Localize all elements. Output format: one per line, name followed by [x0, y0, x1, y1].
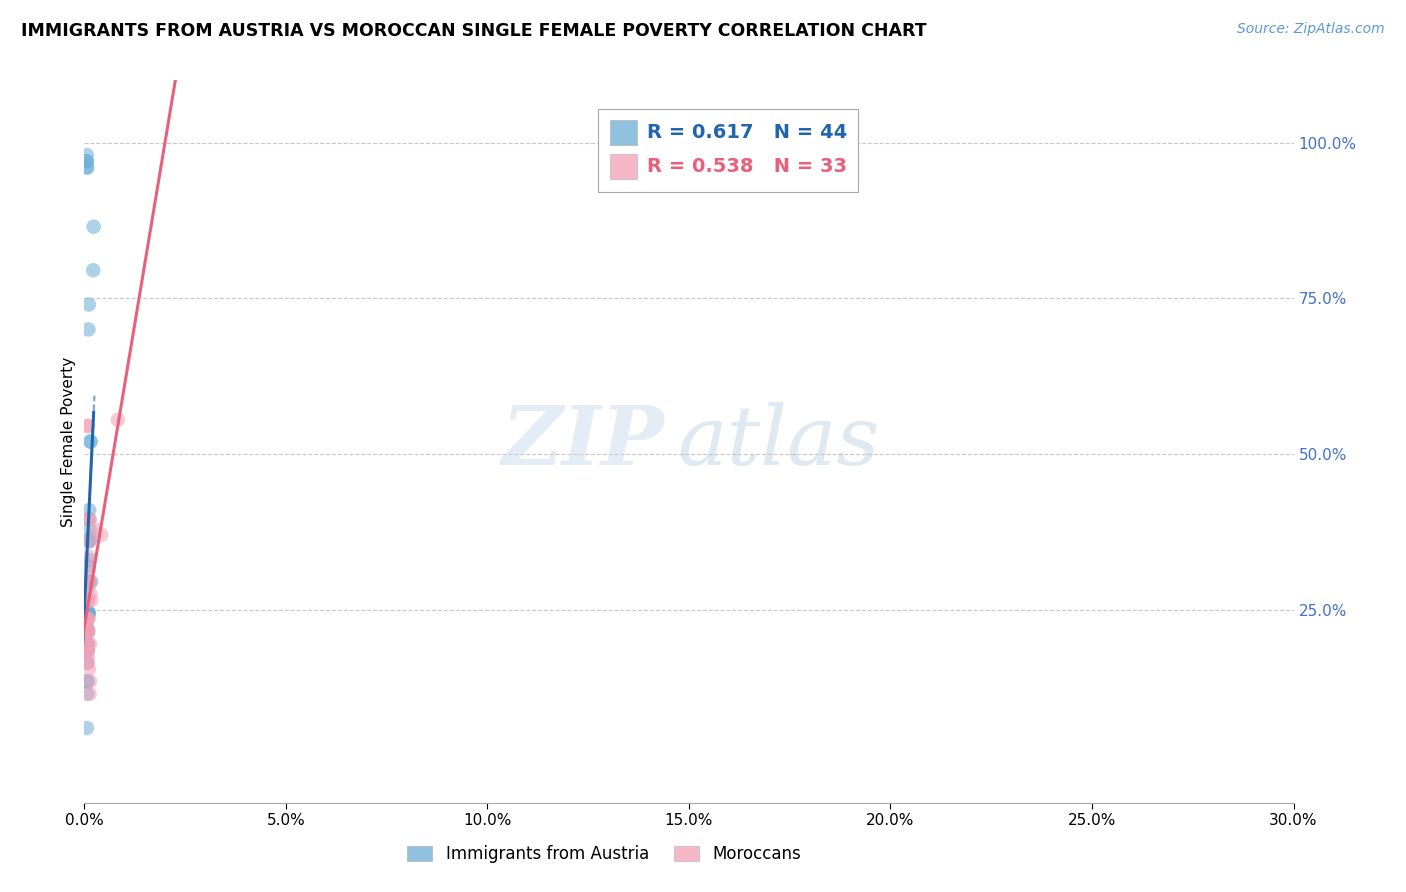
- Point: [79, 674, 101, 689]
- Point: [76, 624, 98, 639]
- Point: [77, 624, 100, 639]
- Point: [76, 624, 98, 639]
- Point: [77, 624, 100, 639]
- Legend: Immigrants from Austria, Moroccans: Immigrants from Austria, Moroccans: [408, 845, 801, 863]
- Point: [79, 687, 101, 701]
- Point: [76, 612, 98, 626]
- Point: [77, 419, 100, 434]
- Point: [79, 574, 101, 589]
- Y-axis label: Single Female Poverty: Single Female Poverty: [60, 357, 76, 526]
- Point: [77, 297, 100, 311]
- Bar: [610, 120, 637, 145]
- Point: [76, 624, 98, 639]
- Point: [76, 624, 98, 639]
- Point: [77, 549, 100, 564]
- Point: [76, 161, 98, 175]
- Point: [79, 512, 101, 526]
- Point: [77, 522, 100, 536]
- Text: Source: ZipAtlas.com: Source: ZipAtlas.com: [1237, 22, 1385, 37]
- Point: [77, 559, 100, 574]
- Point: [77, 593, 100, 607]
- Point: [79, 637, 101, 651]
- Point: [76, 721, 98, 735]
- Point: [76, 624, 98, 639]
- Text: R = 0.617   N = 44: R = 0.617 N = 44: [647, 123, 846, 142]
- Point: [107, 413, 129, 427]
- Point: [77, 534, 100, 549]
- Point: [77, 612, 100, 626]
- Point: [77, 606, 100, 620]
- Point: [76, 154, 98, 169]
- Point: [76, 674, 98, 689]
- Point: [77, 609, 100, 624]
- Point: [77, 606, 100, 620]
- Point: [76, 637, 98, 651]
- Point: [76, 643, 98, 657]
- Point: [83, 522, 105, 536]
- Point: [76, 581, 98, 595]
- Point: [76, 148, 98, 162]
- Point: [77, 512, 100, 526]
- Point: [76, 637, 98, 651]
- FancyBboxPatch shape: [599, 109, 858, 193]
- Point: [76, 674, 98, 689]
- Point: [76, 643, 98, 657]
- Point: [76, 643, 98, 657]
- Point: [77, 562, 100, 576]
- Point: [76, 161, 98, 175]
- Point: [77, 649, 100, 664]
- Point: [79, 531, 101, 545]
- Point: [77, 512, 100, 526]
- Point: [79, 534, 101, 549]
- Point: [76, 687, 98, 701]
- Point: [77, 662, 100, 676]
- Point: [77, 574, 100, 589]
- Point: [76, 612, 98, 626]
- Point: [90, 528, 112, 542]
- Point: [76, 621, 98, 635]
- Point: [77, 553, 100, 567]
- Point: [76, 656, 98, 670]
- Point: [76, 593, 98, 607]
- Bar: [610, 154, 637, 179]
- Point: [80, 574, 103, 589]
- Point: [76, 637, 98, 651]
- Point: [76, 419, 98, 434]
- Point: [77, 574, 100, 589]
- Point: [79, 434, 101, 449]
- Point: [82, 263, 104, 277]
- Point: [76, 154, 98, 169]
- Point: [80, 593, 103, 607]
- Text: R = 0.538   N = 33: R = 0.538 N = 33: [647, 157, 846, 176]
- Point: [76, 643, 98, 657]
- Point: [77, 606, 100, 620]
- Point: [79, 587, 101, 601]
- Point: [77, 534, 100, 549]
- Point: [76, 637, 98, 651]
- Point: [77, 503, 100, 517]
- Point: [77, 574, 100, 589]
- Text: IMMIGRANTS FROM AUSTRIA VS MOROCCAN SINGLE FEMALE POVERTY CORRELATION CHART: IMMIGRANTS FROM AUSTRIA VS MOROCCAN SING…: [21, 22, 927, 40]
- Point: [76, 656, 98, 670]
- Point: [83, 219, 105, 234]
- Point: [79, 434, 101, 449]
- Point: [77, 606, 100, 620]
- Text: atlas: atlas: [676, 401, 879, 482]
- Point: [76, 624, 98, 639]
- Point: [77, 606, 100, 620]
- Point: [77, 322, 100, 336]
- Text: ZIP: ZIP: [502, 401, 665, 482]
- Point: [76, 637, 98, 651]
